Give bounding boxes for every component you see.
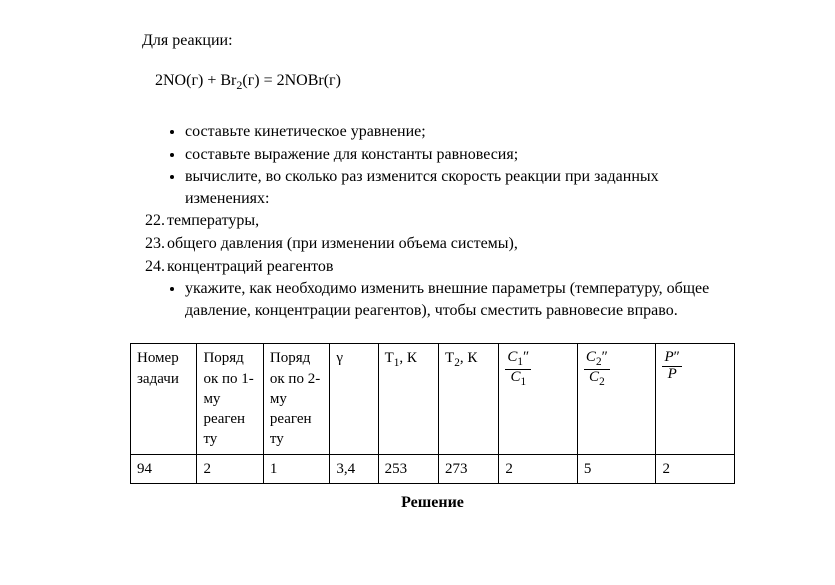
header-cell: γ (330, 344, 378, 454)
item-text: общего давления (при изменении объема си… (167, 235, 518, 252)
table-header-row: Номер задачи Поряд ок по 1-му реаген ту … (131, 344, 735, 454)
eq-part2: (г) = 2NOBr(г) (242, 72, 341, 89)
t1-sym: T (385, 350, 394, 366)
intro-text: Для реакции: (142, 30, 735, 52)
frac-den-sym: C (589, 369, 599, 385)
frac-den-sub: 2 (599, 376, 605, 388)
bullet-item: вычислите, во сколько раз изменится скор… (185, 166, 735, 209)
header-cell-frac2: C2″ C2 (577, 344, 656, 454)
solution-heading: Решение (130, 492, 735, 514)
eq-part1: 2NO(г) + Br (155, 72, 236, 89)
fraction: C2″ C2 (584, 350, 610, 389)
data-cell: 5 (577, 454, 656, 483)
header-cell: Поряд ок по 1-му реаген ту (197, 344, 263, 454)
t2-tail: , К (460, 350, 478, 366)
header-cell: Поряд ок по 2-му реаген ту (263, 344, 329, 454)
data-cell: 253 (378, 454, 438, 483)
item-text: температуры, (167, 212, 259, 229)
header-cell-frac1: C1″ C1 (499, 344, 578, 454)
bullet-list-b: укажите, как необходимо изменить внешние… (130, 278, 735, 321)
data-cell: 2 (499, 454, 578, 483)
t1-tail: , К (399, 350, 417, 366)
item-number: 24. (145, 256, 167, 278)
data-cell: 2 (197, 454, 263, 483)
header-cell: T1, К (378, 344, 438, 454)
data-cell: 1 (263, 454, 329, 483)
header-cell: Номер задачи (131, 344, 197, 454)
frac-num-sym: C (507, 349, 517, 365)
bullet-item: составьте выражение для константы равнов… (185, 144, 735, 166)
data-cell: 273 (439, 454, 499, 483)
bullet-item: составьте кинетическое уравнение; (185, 121, 735, 143)
parameters-table: Номер задачи Поряд ок по 1-му реаген ту … (130, 343, 735, 484)
frac-num-sup: ″ (602, 349, 608, 365)
numbered-item: 24.концентраций реагентов (145, 256, 735, 278)
frac-num-sym: P (664, 349, 673, 365)
bullet-item: укажите, как необходимо изменить внешние… (185, 278, 735, 321)
numbered-item: 22.температуры, (145, 210, 735, 232)
numbered-item: 23.общего давления (при изменении объема… (145, 233, 735, 255)
bullet-list-a: составьте кинетическое уравнение; состав… (130, 121, 735, 209)
item-text: концентраций реагентов (167, 258, 333, 275)
data-cell: 2 (656, 454, 735, 483)
header-cell-frac3: P″ P (656, 344, 735, 454)
numbered-list: 22.температуры, 23.общего давления (при … (130, 210, 735, 277)
item-number: 22. (145, 210, 167, 232)
data-cell: 94 (131, 454, 197, 483)
item-number: 23. (145, 233, 167, 255)
reaction-equation: 2NO(г) + Br2(г) = 2NOBr(г) (155, 70, 735, 93)
frac-den-sub: 1 (521, 376, 527, 388)
table-data-row: 94 2 1 3,4 253 273 2 5 2 (131, 454, 735, 483)
fraction: C1″ C1 (505, 350, 531, 389)
header-cell: T2, К (439, 344, 499, 454)
frac-num-sup: ″ (674, 349, 680, 365)
fraction: P″ P (662, 350, 681, 383)
frac-den-sym: P (668, 366, 677, 382)
frac-num-sup: ″ (523, 349, 529, 365)
t2-sym: T (445, 350, 454, 366)
frac-den-sym: C (511, 369, 521, 385)
frac-num-sym: C (586, 349, 596, 365)
data-cell: 3,4 (330, 454, 378, 483)
